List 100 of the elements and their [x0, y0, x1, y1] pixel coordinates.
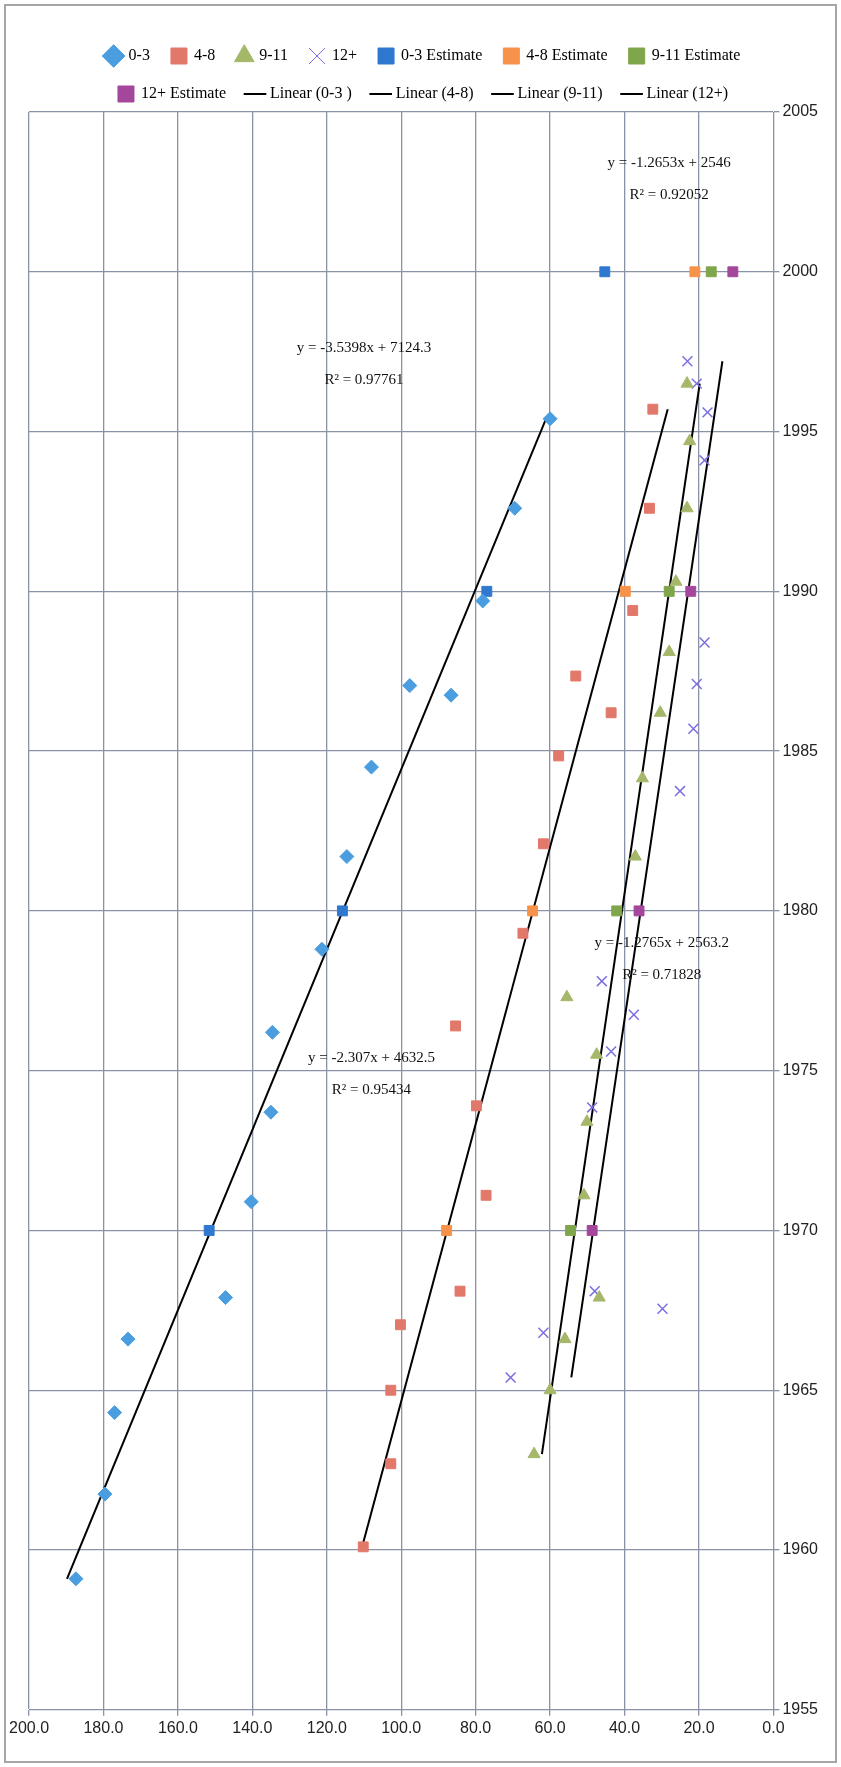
- point: [527, 905, 539, 917]
- point: [68, 1571, 84, 1587]
- point: [314, 941, 330, 957]
- annotation: R² = 0.97761: [324, 371, 404, 388]
- point: [481, 585, 493, 597]
- x-tick-label: 20.0: [683, 1718, 715, 1736]
- point: [586, 1225, 598, 1236]
- point: [586, 1101, 598, 1114]
- point: [537, 838, 549, 850]
- y-tick-label: 1965: [782, 1380, 819, 1398]
- point: [402, 678, 418, 694]
- point: [698, 454, 711, 467]
- point: [680, 376, 694, 388]
- point: [644, 502, 655, 514]
- point: [635, 770, 649, 783]
- point: [685, 585, 697, 597]
- legend-label: 4-8 Estimate: [526, 46, 608, 64]
- point: [628, 849, 642, 861]
- legend-label: 12+ Estimate: [140, 84, 226, 102]
- point: [480, 1189, 492, 1201]
- point: [263, 1104, 279, 1120]
- point: [385, 1384, 397, 1396]
- point: [558, 1331, 572, 1344]
- point: [560, 989, 574, 1002]
- point: [683, 433, 697, 446]
- y-tick-label: 1980: [782, 901, 819, 919]
- point: [565, 1225, 577, 1236]
- point: [589, 1285, 601, 1297]
- point: [450, 1020, 461, 1032]
- point: [611, 905, 623, 917]
- legend-label: 0-3: [128, 46, 150, 64]
- point: [507, 500, 523, 516]
- x-tick-label: 100.0: [381, 1718, 422, 1736]
- x-tick-label: 0.0: [762, 1718, 785, 1736]
- point: [599, 266, 611, 278]
- point: [647, 403, 659, 415]
- x-tick-label: 140.0: [232, 1718, 273, 1736]
- point: [605, 1045, 617, 1058]
- legend-label: 12+: [332, 46, 358, 64]
- point: [120, 1331, 136, 1347]
- point: [633, 905, 645, 917]
- point: [663, 585, 675, 597]
- y-tick-label: 1970: [782, 1220, 819, 1238]
- point: [363, 759, 379, 775]
- point: [504, 1371, 517, 1384]
- legend-label: 9-11: [259, 46, 289, 64]
- x-tick-label: 40.0: [608, 1718, 641, 1736]
- y-tick-label: 1985: [782, 741, 819, 759]
- point: [691, 377, 703, 390]
- point: [395, 1319, 406, 1331]
- point: [705, 266, 717, 278]
- point: [339, 849, 355, 865]
- point: [107, 1405, 123, 1421]
- point: [97, 1486, 113, 1502]
- point: [681, 355, 694, 367]
- point: [662, 644, 676, 657]
- point: [243, 1194, 259, 1210]
- annotation: y = -2.307x + 4632.5: [307, 1048, 435, 1065]
- legend-label: Linear (12+): [646, 84, 729, 103]
- y-tick-label: 2005: [782, 102, 819, 120]
- point: [619, 585, 631, 597]
- point: [570, 670, 582, 682]
- point: [592, 1290, 606, 1302]
- point: [357, 1541, 369, 1553]
- legend-label: Linear (0-3 ): [269, 84, 352, 103]
- point: [441, 1225, 453, 1236]
- point: [537, 1327, 550, 1339]
- y-tick-label: 1995: [782, 421, 819, 439]
- point: [680, 500, 694, 513]
- y-tick-label: 1975: [782, 1061, 819, 1079]
- y-tick-label: 1960: [782, 1540, 819, 1558]
- point: [698, 636, 711, 649]
- point: [590, 1047, 604, 1059]
- legend-label: 0-3 Estimate: [401, 46, 483, 64]
- annotation: R² = 0.95434: [331, 1080, 412, 1097]
- x-tick-label: 200.0: [9, 1718, 50, 1736]
- point: [385, 1458, 397, 1470]
- point: [543, 1382, 557, 1395]
- point: [653, 705, 667, 717]
- point: [553, 750, 565, 762]
- point: [443, 687, 459, 703]
- legend-label: 4-8: [193, 46, 216, 64]
- point: [674, 785, 686, 797]
- point: [527, 1446, 541, 1459]
- point: [628, 1009, 640, 1021]
- point: [218, 1290, 234, 1306]
- point: [669, 574, 683, 586]
- point: [605, 707, 617, 719]
- point: [454, 1285, 466, 1297]
- point: [470, 1100, 482, 1112]
- point: [264, 1024, 280, 1040]
- x-tick-label: 160.0: [157, 1718, 199, 1736]
- point: [701, 406, 714, 419]
- y-tick-label: 2000: [782, 262, 819, 280]
- annotation: y = -3.5398x + 7124.3: [296, 339, 432, 356]
- x-tick-label: 120.0: [306, 1718, 347, 1736]
- point: [580, 1114, 594, 1126]
- point: [336, 905, 348, 917]
- point: [627, 605, 639, 616]
- point: [656, 1303, 669, 1315]
